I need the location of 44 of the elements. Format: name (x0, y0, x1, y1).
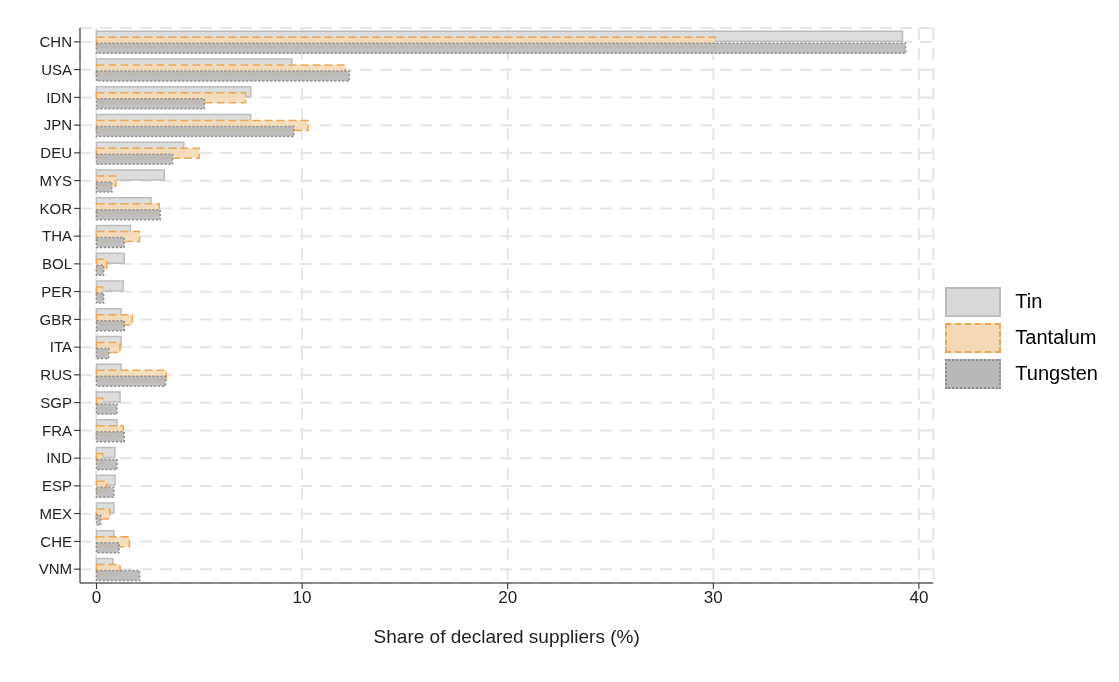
y-tick-label: MYS (39, 171, 72, 189)
x-tick-label: 20 (498, 588, 518, 608)
bar (95, 542, 120, 554)
y-tick-label: DEU (40, 144, 72, 162)
y-tick-label: MEX (39, 504, 72, 522)
x-axis-title: Share of declared suppliers (%) (373, 626, 640, 647)
bar (95, 320, 125, 332)
bar (95, 569, 141, 582)
x-tick-label: 30 (703, 588, 723, 608)
bar (95, 347, 110, 360)
y-tick-label: VNM (38, 560, 72, 578)
y-tick-label: IND (46, 449, 73, 467)
y-tick-label: BOL (41, 255, 72, 273)
y-tick-label: GBR (39, 310, 73, 328)
x-tick-label: 40 (909, 588, 929, 608)
bar (95, 514, 102, 526)
y-tick-label: RUS (40, 366, 72, 384)
bar (95, 236, 125, 249)
bar (95, 125, 295, 138)
bar (95, 181, 113, 193)
legend-label: Tin (1015, 290, 1043, 313)
bar (95, 375, 167, 388)
bar (95, 70, 351, 82)
bar (95, 153, 174, 166)
y-tick-label: FRA (42, 421, 72, 439)
y-tick-label: THA (42, 227, 72, 245)
y-tick-label: CHN (39, 33, 72, 51)
y-tick-label: IDN (46, 88, 72, 106)
y-tick-label: KOR (39, 199, 73, 217)
x-tick-label: 0 (91, 588, 102, 608)
legend-label: Tungsten (1015, 362, 1098, 385)
y-tick-label: JPN (43, 116, 72, 134)
bar (95, 264, 105, 277)
x-tick-label: 10 (292, 588, 312, 608)
y-tick-label: ESP (41, 477, 72, 495)
bar (95, 209, 161, 221)
bar (95, 431, 125, 443)
y-tick-label: SGP (40, 393, 72, 411)
y-tick-label: CHE (40, 532, 72, 550)
y-tick-label: ITA (49, 338, 72, 356)
y-tick-label: USA (41, 60, 72, 78)
y-tick-label: PER (41, 282, 73, 300)
legend-label: Tantalum (1015, 326, 1097, 349)
bar (95, 98, 206, 110)
